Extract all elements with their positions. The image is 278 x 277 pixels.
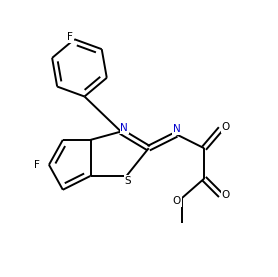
Text: F: F — [34, 160, 40, 170]
Text: S: S — [125, 176, 131, 186]
Text: O: O — [222, 190, 230, 200]
Text: N: N — [120, 123, 128, 133]
Text: O: O — [173, 196, 181, 206]
Text: N: N — [173, 124, 180, 134]
Text: O: O — [222, 122, 230, 132]
Text: F: F — [67, 32, 73, 42]
